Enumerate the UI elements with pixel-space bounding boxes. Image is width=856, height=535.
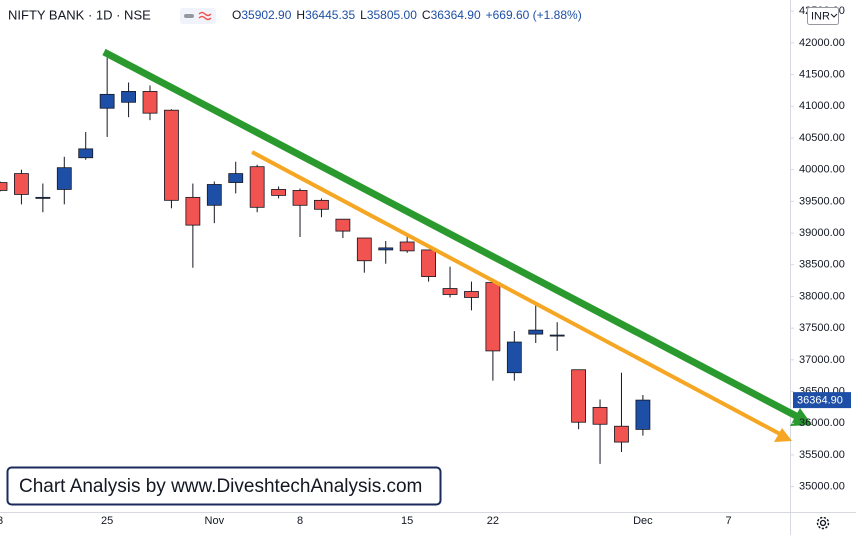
annotation-box xyxy=(6,466,442,506)
legend-key: O xyxy=(232,8,241,22)
currency-button[interactable]: INR xyxy=(807,7,839,25)
y-tick-label: 40000.00 xyxy=(799,164,845,176)
candle-body xyxy=(378,247,394,251)
green-trend-arrow xyxy=(102,48,812,426)
legend-value: 35902.90 xyxy=(241,8,291,22)
y-tick-label: 39000.00 xyxy=(799,227,845,239)
candle-body xyxy=(635,399,651,430)
candle-body xyxy=(592,406,608,425)
y-tick-label: 38500.00 xyxy=(799,259,845,271)
candle-body xyxy=(271,189,286,196)
indicator-toggle[interactable] xyxy=(180,8,216,24)
x-tick-label: 15 xyxy=(401,515,413,527)
candle-body xyxy=(206,184,222,206)
candle-body xyxy=(421,249,437,278)
candle-body xyxy=(571,369,587,423)
candle-body xyxy=(292,190,308,206)
candle-body xyxy=(228,173,244,183)
orange-trend-arrow xyxy=(251,150,792,442)
candle-body xyxy=(399,241,415,252)
candle-body xyxy=(442,288,458,295)
x-tick-label: 3 xyxy=(0,515,3,527)
candle-body xyxy=(164,109,179,201)
candle-body xyxy=(121,91,136,103)
legend-value: 36445.35 xyxy=(305,8,355,22)
candle-body xyxy=(0,182,8,191)
y-tick-label: 35000.00 xyxy=(799,481,845,493)
candle-body xyxy=(356,237,372,262)
y-tick-label: 37000.00 xyxy=(799,354,845,366)
y-tick-label: 41500.00 xyxy=(799,68,845,80)
currency-label[interactable]: INR xyxy=(811,10,830,22)
x-tick-label: Dec xyxy=(633,515,653,527)
candle-body xyxy=(99,93,115,109)
y-tick-label: 37500.00 xyxy=(799,322,845,334)
candle-body xyxy=(56,167,72,190)
candle-body xyxy=(614,425,629,443)
candle-body xyxy=(78,148,94,159)
y-tick-label: 36000.00 xyxy=(799,417,845,429)
symbol-title: NIFTY BANK · 1D · NSE xyxy=(8,7,151,22)
candles xyxy=(0,57,651,464)
last-price-box xyxy=(793,392,851,409)
y-tick-label: 42000.00 xyxy=(799,37,845,49)
legend-key: H xyxy=(296,8,305,22)
legend-key: L xyxy=(360,8,367,22)
candle-body xyxy=(249,166,265,208)
candle-body xyxy=(142,91,158,114)
x-tick-label: 22 xyxy=(487,515,499,527)
candle-body xyxy=(506,341,522,374)
x-tick-label: Nov xyxy=(205,515,225,527)
candle-body xyxy=(485,282,501,352)
candle-body xyxy=(14,173,29,195)
ohlc-legend: O 35902.90 H 36445.35 L 35805.00 C 36364.90 +669… xyxy=(232,8,582,22)
y-tick-label: 41000.00 xyxy=(799,100,845,112)
candle-body xyxy=(335,218,351,232)
legend-value: 36364.90 xyxy=(431,8,481,22)
annotation-text: Chart Analysis by www.DiveshtechAnalysis… xyxy=(19,476,422,497)
y-tick-label: 40500.00 xyxy=(799,132,845,144)
candle-body xyxy=(185,196,201,226)
candle-body xyxy=(314,199,329,210)
legend-value: 35805.00 xyxy=(367,8,417,22)
x-tick-label: 25 xyxy=(101,515,113,527)
candle-body xyxy=(464,291,479,298)
settings-gear[interactable] xyxy=(816,516,830,530)
y-tick-label: 35500.00 xyxy=(799,449,845,461)
legend-key: C xyxy=(422,8,431,22)
candle-body xyxy=(528,329,544,335)
candle-body xyxy=(35,196,51,199)
candle-body xyxy=(549,334,565,337)
y-tick-label: 39500.00 xyxy=(799,195,845,207)
x-tick-label: 7 xyxy=(726,515,732,527)
x-tick-label: 8 xyxy=(297,515,303,527)
legend-change: +669.60 (+1.88%) xyxy=(486,8,582,22)
last-price-label: 36364.90 xyxy=(797,395,843,407)
y-tick-label: 38000.00 xyxy=(799,290,845,302)
